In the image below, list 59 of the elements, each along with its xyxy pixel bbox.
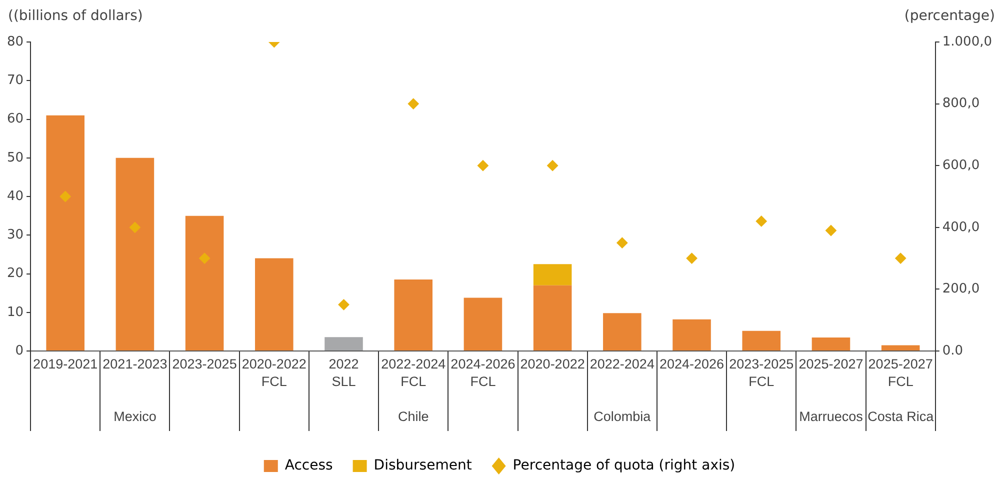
y2-tick-label: 800,0	[942, 96, 980, 112]
category-label: 2025-2027 FCL Costa Rica	[868, 356, 934, 424]
point	[129, 222, 140, 233]
x-tick-label: 2024-2026 FCL	[450, 356, 516, 390]
bar	[324, 337, 363, 350]
point	[477, 160, 488, 172]
y-tick-label: 20	[6, 266, 24, 282]
bar	[812, 337, 850, 350]
point	[547, 160, 558, 172]
bar	[603, 313, 642, 350]
bar	[46, 115, 84, 350]
point	[338, 299, 350, 310]
bar	[255, 258, 294, 350]
y-tick-label: 10	[6, 304, 24, 320]
y2-tick-label: 0.0	[942, 343, 964, 358]
point	[756, 216, 767, 227]
y2-tick-label: 400,0	[942, 220, 980, 235]
x-tick-label: 2022 SLL	[328, 356, 359, 390]
y-tick-label: 30	[6, 228, 24, 242]
legend-label: Disbursement	[374, 458, 472, 474]
x-tick-label: 2020-2022 FCL	[242, 356, 306, 390]
category-label: 2025-2027 Marruecos	[798, 356, 864, 424]
legend-label: Access	[284, 458, 333, 474]
y2-tick-label: 200,0	[942, 282, 980, 297]
bar	[533, 285, 572, 350]
bar	[881, 345, 920, 350]
point	[60, 191, 71, 202]
point	[895, 252, 906, 264]
y2-axis-title: (percentage)	[904, 8, 995, 24]
legend-label: Percentage of quota (right axis)	[512, 458, 736, 474]
x-tick-label: 2024-2026	[659, 356, 724, 372]
point	[199, 252, 210, 264]
y-tick-label: 60	[6, 112, 24, 127]
point	[616, 237, 628, 248]
point	[686, 252, 698, 264]
x-tick-label: 2023-2025 FCL	[729, 356, 794, 390]
y-tick-label: 80	[6, 34, 24, 50]
category-label: 2022-2024 Colombia	[590, 356, 654, 424]
x-tick-label: 2019-2021	[33, 356, 98, 372]
y-tick-label: 70	[6, 73, 24, 88]
category-label: 2022-2024 FCL Chile	[381, 356, 446, 424]
bar	[533, 264, 572, 286]
x-tick-label: 2020-2022	[520, 356, 585, 372]
bar	[742, 330, 781, 350]
y-tick-label: 50	[6, 150, 24, 166]
bar	[464, 298, 502, 350]
bar	[116, 158, 154, 350]
category-label: 2021-2023 Mexico	[102, 356, 168, 424]
y-tick-label: 0	[15, 343, 24, 358]
x-tick-label: 2023-2025	[172, 356, 237, 372]
bar	[185, 216, 224, 350]
y-axis-title: ((billions of dollars)	[8, 8, 143, 24]
bar	[394, 280, 432, 350]
y2-tick-label: 600,0	[942, 158, 980, 173]
bar	[672, 319, 711, 350]
point	[825, 224, 836, 236]
point	[408, 98, 419, 110]
y-tick-label: 40	[6, 188, 24, 204]
y2-tick-label: 1.000,0	[942, 34, 992, 50]
